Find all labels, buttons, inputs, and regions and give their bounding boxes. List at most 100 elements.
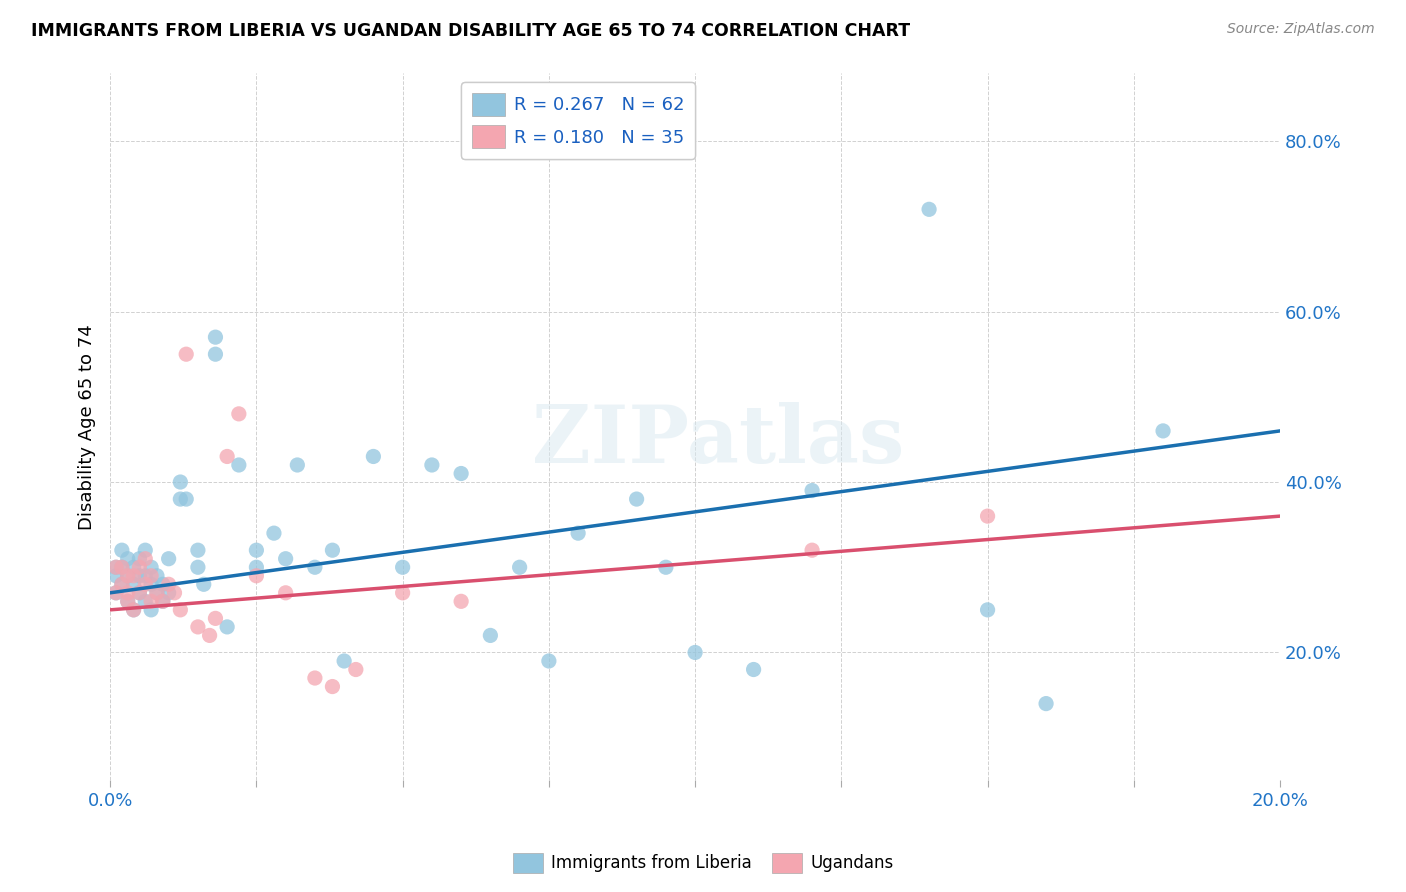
Point xyxy=(683,645,706,659)
Point xyxy=(157,551,180,566)
Legend: R = 0.267   N = 62, R = 0.180   N = 35: R = 0.267 N = 62, R = 0.180 N = 35 xyxy=(461,82,695,159)
Point xyxy=(152,594,174,608)
Point xyxy=(169,603,191,617)
Point xyxy=(187,620,209,634)
Point xyxy=(198,628,221,642)
Point xyxy=(304,671,326,685)
Point xyxy=(111,560,134,574)
Point xyxy=(228,407,250,421)
Point xyxy=(420,458,443,472)
Point xyxy=(321,680,343,694)
Point xyxy=(976,603,998,617)
Point xyxy=(174,491,197,506)
Point xyxy=(134,577,156,591)
Point xyxy=(217,450,239,464)
Point xyxy=(169,491,191,506)
Point xyxy=(174,347,197,361)
Text: IMMIGRANTS FROM LIBERIA VS UGANDAN DISABILITY AGE 65 TO 74 CORRELATION CHART: IMMIGRANTS FROM LIBERIA VS UGANDAN DISAB… xyxy=(31,22,910,40)
Point xyxy=(509,560,531,574)
Point xyxy=(163,586,186,600)
Point xyxy=(655,560,678,574)
Point xyxy=(245,560,267,574)
Point xyxy=(111,543,134,558)
Point xyxy=(117,568,139,582)
Point xyxy=(918,202,941,217)
Point xyxy=(146,586,169,600)
Point xyxy=(344,663,367,677)
Point xyxy=(128,551,150,566)
Point xyxy=(263,526,285,541)
Point xyxy=(134,543,156,558)
Point xyxy=(105,560,128,574)
Point xyxy=(228,458,250,472)
Point xyxy=(304,560,326,574)
Point xyxy=(157,577,180,591)
Point xyxy=(117,594,139,608)
Point xyxy=(801,483,824,498)
Point xyxy=(111,560,134,574)
Point xyxy=(450,594,472,608)
Legend: Immigrants from Liberia, Ugandans: Immigrants from Liberia, Ugandans xyxy=(506,847,900,880)
Point xyxy=(117,594,139,608)
Point xyxy=(122,560,145,574)
Point xyxy=(274,586,297,600)
Point xyxy=(128,560,150,574)
Point xyxy=(105,560,128,574)
Point xyxy=(139,603,162,617)
Point xyxy=(146,568,169,582)
Point xyxy=(245,543,267,558)
Point xyxy=(111,577,134,591)
Point xyxy=(169,475,191,489)
Point xyxy=(333,654,356,668)
Point xyxy=(363,450,385,464)
Point xyxy=(139,568,162,582)
Point xyxy=(801,543,824,558)
Point xyxy=(1152,424,1174,438)
Text: Source: ZipAtlas.com: Source: ZipAtlas.com xyxy=(1227,22,1375,37)
Point xyxy=(134,551,156,566)
Point xyxy=(117,568,139,582)
Point xyxy=(204,330,226,344)
Point xyxy=(105,586,128,600)
Point xyxy=(139,560,162,574)
Point xyxy=(134,594,156,608)
Point xyxy=(274,551,297,566)
Point xyxy=(122,568,145,582)
Point xyxy=(626,491,648,506)
Point xyxy=(391,586,413,600)
Point xyxy=(450,467,472,481)
Point xyxy=(105,586,128,600)
Point xyxy=(193,577,215,591)
Point xyxy=(187,543,209,558)
Y-axis label: Disability Age 65 to 74: Disability Age 65 to 74 xyxy=(79,324,96,530)
Point xyxy=(152,577,174,591)
Point xyxy=(122,603,145,617)
Point xyxy=(1035,697,1057,711)
Point xyxy=(204,347,226,361)
Point xyxy=(567,526,589,541)
Point xyxy=(321,543,343,558)
Text: ZIPatlas: ZIPatlas xyxy=(533,401,904,480)
Point xyxy=(111,577,134,591)
Point xyxy=(479,628,502,642)
Point xyxy=(134,568,156,582)
Point xyxy=(245,568,267,582)
Point xyxy=(117,551,139,566)
Point xyxy=(146,586,169,600)
Point xyxy=(976,509,998,524)
Point xyxy=(117,586,139,600)
Point xyxy=(128,568,150,582)
Point xyxy=(217,620,239,634)
Point xyxy=(187,560,209,574)
Point xyxy=(742,663,765,677)
Point xyxy=(204,611,226,625)
Point xyxy=(157,586,180,600)
Point xyxy=(139,577,162,591)
Point xyxy=(105,568,128,582)
Point xyxy=(285,458,308,472)
Point xyxy=(537,654,560,668)
Point xyxy=(128,586,150,600)
Point xyxy=(122,577,145,591)
Point xyxy=(139,594,162,608)
Point xyxy=(122,603,145,617)
